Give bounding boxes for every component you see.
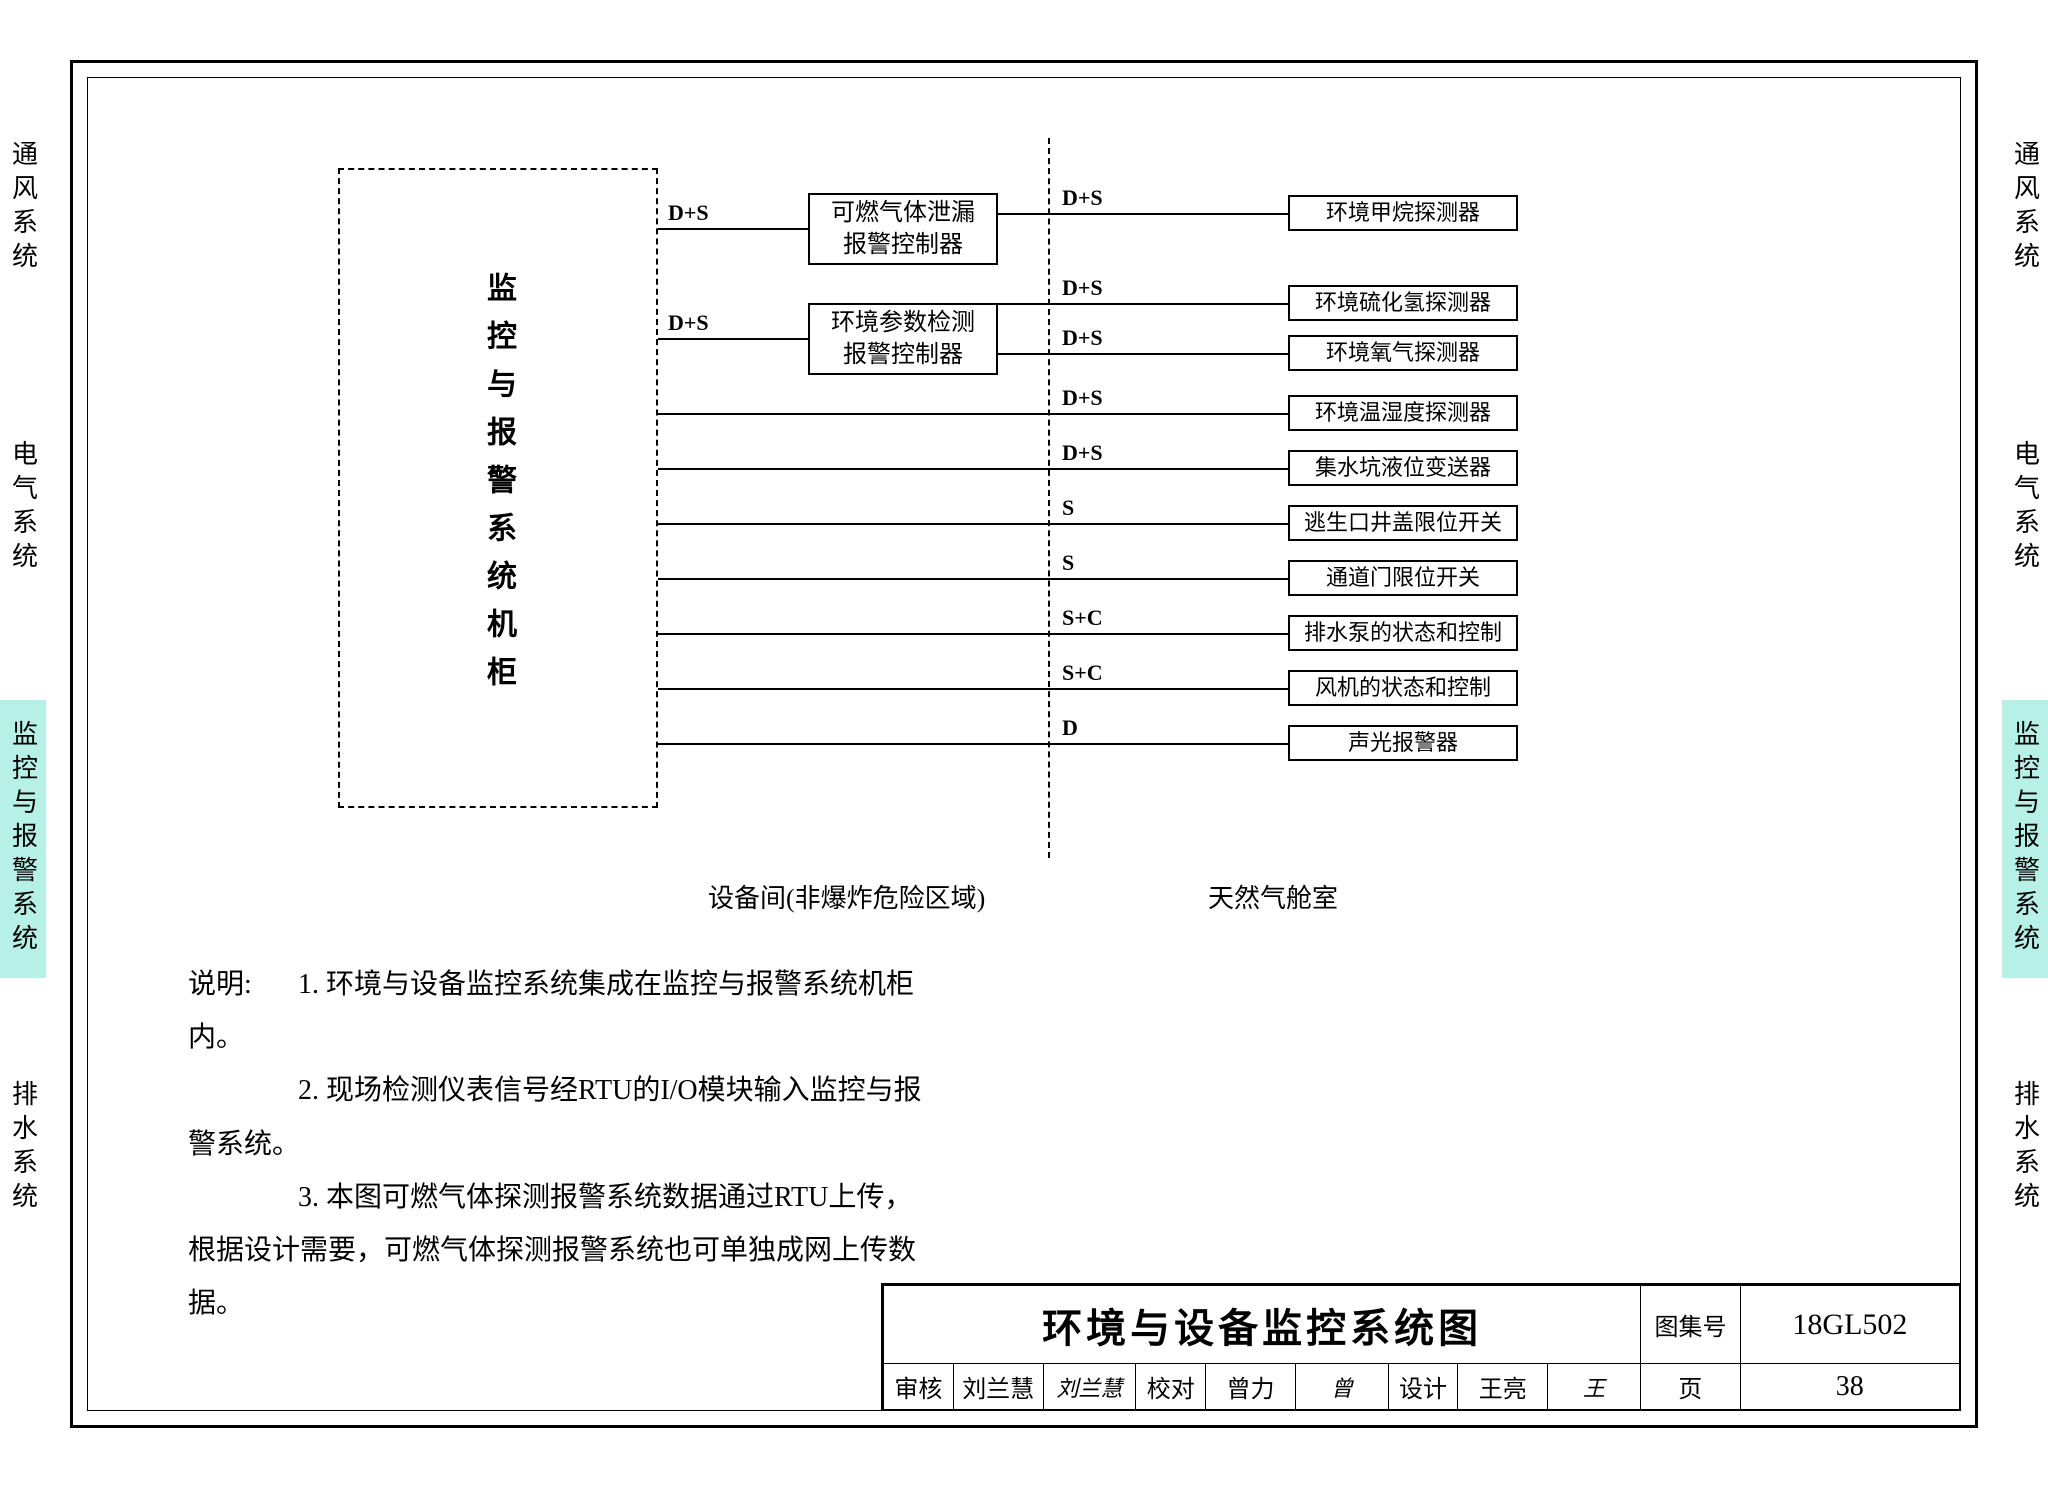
side-tabs-right: 通风系统电气系统监控与报警系统排水系统 xyxy=(2002,0,2048,1488)
signal-label: D+S xyxy=(668,200,709,226)
sensor-box: 环境甲烷探测器 xyxy=(1288,195,1518,231)
signal-label: S xyxy=(1062,550,1074,576)
notes-block: 说明:1. 环境与设备监控系统集成在监控与报警系统机柜内。2. 现场检测仪表信号… xyxy=(188,958,928,1330)
side-tab[interactable]: 电气系统 xyxy=(0,420,46,596)
connector-line xyxy=(658,688,1288,690)
drawing-title: 环境与设备监控系统图 xyxy=(883,1285,1640,1363)
side-tabs-left: 通风系统电气系统监控与报警系统排水系统 xyxy=(0,0,46,1488)
connector-line xyxy=(658,523,1288,525)
cabinet-box: 监控与报警系统机柜 xyxy=(338,168,658,808)
connector-line xyxy=(658,338,808,340)
side-tab[interactable]: 电气系统 xyxy=(2002,420,2048,596)
signal-label: S+C xyxy=(1062,660,1103,686)
signal-label: D+S xyxy=(1062,185,1103,211)
drawing-frame: 监控与报警系统机柜 可燃气体泄漏 报警控制器环境参数检测 报警控制器 D+S D+S 环… xyxy=(70,60,1978,1428)
cabinet-label: 监控与报警系统机柜 xyxy=(476,272,520,704)
zone-label-left: 设备间(非爆炸危险区域) xyxy=(708,878,985,915)
signal-label: D+S xyxy=(1062,325,1103,351)
sensor-box: 环境氧气探测器 xyxy=(1288,335,1518,371)
zone-divider xyxy=(1048,138,1050,858)
side-tab[interactable]: 通风系统 xyxy=(0,120,46,296)
signal-label: D+S xyxy=(1062,275,1103,301)
zone-label-right: 天然气舱室 xyxy=(1208,878,1338,915)
side-tab[interactable]: 通风系统 xyxy=(2002,120,2048,296)
signal-label: D+S xyxy=(1062,440,1103,466)
controller-box: 可燃气体泄漏 报警控制器 xyxy=(808,193,998,265)
connector-line xyxy=(998,353,1288,355)
controller-box: 环境参数检测 报警控制器 xyxy=(808,303,998,375)
signal-label: D+S xyxy=(668,310,709,336)
sensor-box: 声光报警器 xyxy=(1288,725,1518,761)
sensor-box: 排水泵的状态和控制 xyxy=(1288,615,1518,651)
side-tab[interactable]: 监控与报警系统 xyxy=(0,700,46,978)
signal-label: D+S xyxy=(1062,385,1103,411)
sensor-box: 集水坑液位变送器 xyxy=(1288,450,1518,486)
sensor-box: 环境硫化氢探测器 xyxy=(1288,285,1518,321)
side-tab[interactable]: 监控与报警系统 xyxy=(2002,700,2048,978)
connector-line xyxy=(658,743,1288,745)
diagram-canvas: 监控与报警系统机柜 可燃气体泄漏 报警控制器环境参数检测 报警控制器 D+S D+S 环… xyxy=(88,78,1960,1410)
connector-line xyxy=(658,228,808,230)
connector-line xyxy=(998,303,1288,305)
signal-label: D xyxy=(1062,715,1078,741)
side-tab[interactable]: 排水系统 xyxy=(0,1060,46,1236)
signal-label: S+C xyxy=(1062,605,1103,631)
title-block: 环境与设备监控系统图图集号18GL502审核刘兰慧刘兰慧校对曾力曾设计王亮王页3… xyxy=(881,1283,1961,1411)
connector-line xyxy=(998,213,1288,215)
sensor-box: 通道门限位开关 xyxy=(1288,560,1518,596)
sensor-box: 环境温湿度探测器 xyxy=(1288,395,1518,431)
connector-line xyxy=(658,413,1288,415)
connector-line xyxy=(658,578,1288,580)
connector-line xyxy=(658,633,1288,635)
sensor-box: 风机的状态和控制 xyxy=(1288,670,1518,706)
connector-line xyxy=(658,468,1288,470)
side-tab[interactable]: 排水系统 xyxy=(2002,1060,2048,1236)
sensor-box: 逃生口井盖限位开关 xyxy=(1288,505,1518,541)
signal-label: S xyxy=(1062,495,1074,521)
drawing-inner: 监控与报警系统机柜 可燃气体泄漏 报警控制器环境参数检测 报警控制器 D+S D+S 环… xyxy=(87,77,1961,1411)
